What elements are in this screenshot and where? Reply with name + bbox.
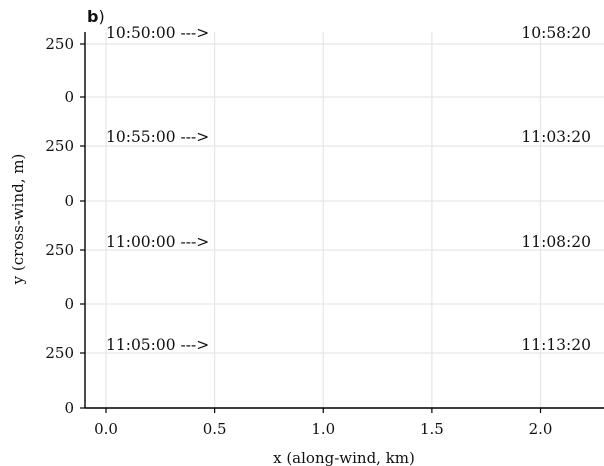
row-start-time-label: 11:00:00 ---> xyxy=(106,233,209,251)
row-end-time-label: 10:58:20 xyxy=(521,24,591,42)
row-start-time-label: 10:55:00 ---> xyxy=(106,128,209,146)
y-tick-label: 250 xyxy=(45,35,74,53)
panel-label: b) xyxy=(87,7,105,26)
panel-paren: ) xyxy=(98,7,104,26)
x-axis-label: x (along-wind, km) xyxy=(273,449,415,466)
y-tick-label: 250 xyxy=(45,344,74,362)
row-start-time-label: 10:50:00 ---> xyxy=(106,24,209,42)
x-tick-label: 0.5 xyxy=(203,420,227,438)
x-tick-label: 2.0 xyxy=(529,420,553,438)
panel-letter: b xyxy=(87,7,98,26)
row-end-time-label: 11:13:20 xyxy=(521,336,591,354)
y-tick-label: 0 xyxy=(64,88,74,106)
row-start-time-label: 11:05:00 ---> xyxy=(106,336,209,354)
y-axis-label: y (cross-wind, m) xyxy=(9,154,27,286)
y-tick-label: 0 xyxy=(64,192,74,210)
row-end-time-label: 11:03:20 xyxy=(521,128,591,146)
x-tick-label: 1.0 xyxy=(311,420,335,438)
y-tick-label: 0 xyxy=(64,295,74,313)
x-tick-label: 1.5 xyxy=(420,420,444,438)
y-tick-label: 250 xyxy=(45,241,74,259)
y-tick-label: 0 xyxy=(64,399,74,417)
annotation-layer: 10:50:00 ---> 10:58:20 10:55:00 ---> 11:03:… xyxy=(106,24,591,354)
x-tick-label: 0.0 xyxy=(94,420,118,438)
axes-layer xyxy=(84,32,604,409)
ticks-layer: 0.0 0.5 1.0 1.5 2.0 250 0 250 0 250 0 250 0 xyxy=(45,35,552,438)
row-end-time-label: 11:08:20 xyxy=(521,233,591,251)
y-tick-label: 250 xyxy=(45,137,74,155)
